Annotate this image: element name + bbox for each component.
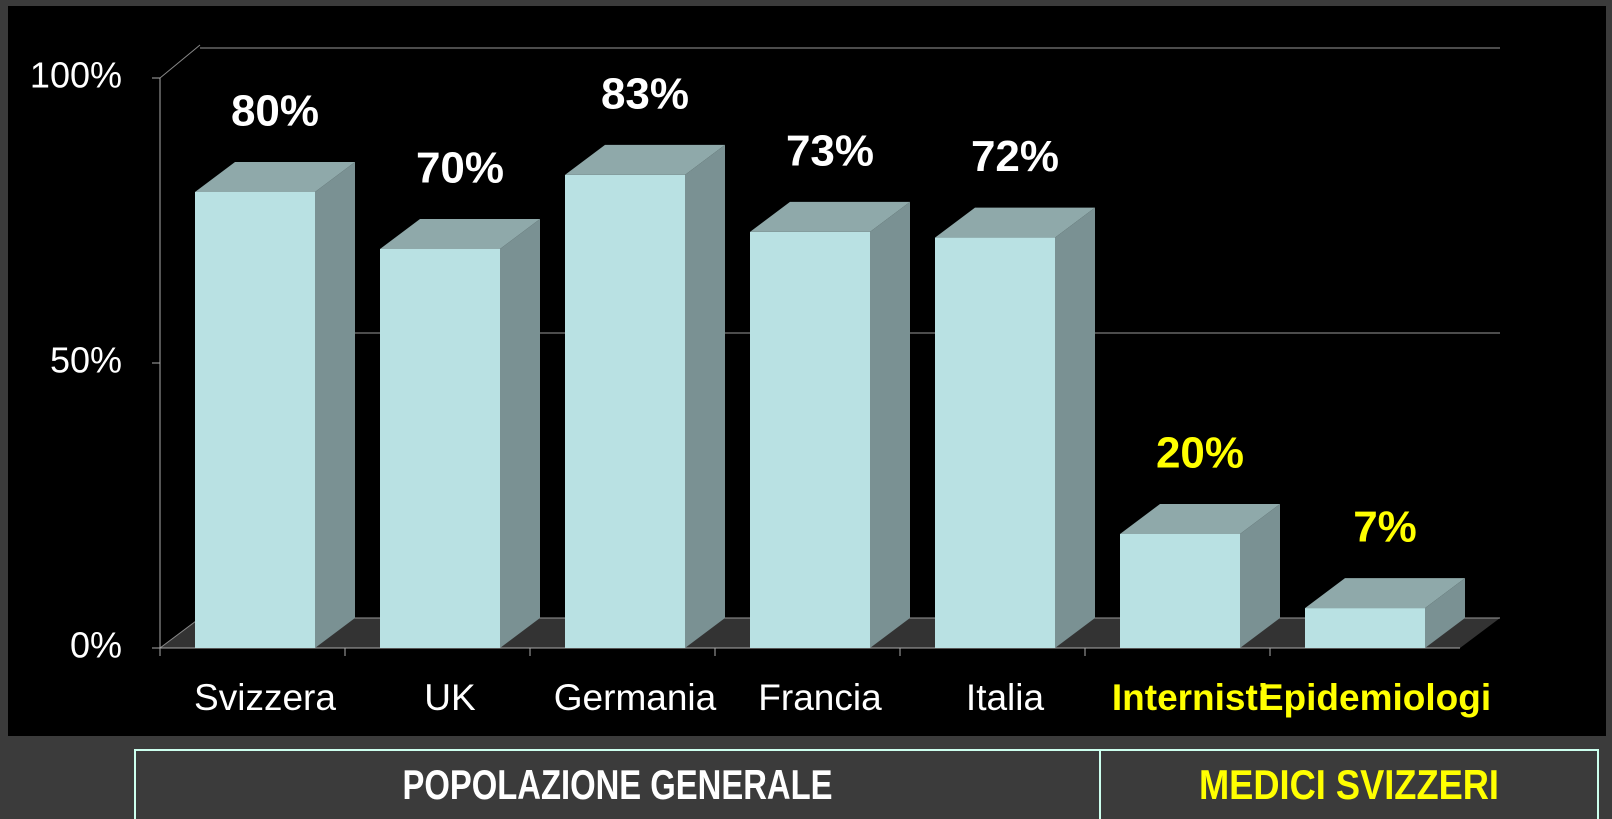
bar-side: [500, 219, 540, 648]
y-tick-label: 50%: [50, 340, 122, 381]
wall-edge: [159, 617, 201, 649]
bar: [750, 231, 870, 648]
x-tick-label: UK: [424, 677, 476, 718]
bar-side: [685, 144, 725, 648]
bar-top: [935, 207, 1095, 238]
x-tick-label: Internisti: [1112, 677, 1268, 718]
x-tick-label: Epidemiologi: [1259, 677, 1491, 718]
x-tick-label: Svizzera: [194, 677, 336, 718]
y-tick-label: 100%: [30, 55, 122, 96]
x-tick-label: Francia: [758, 677, 882, 718]
x-tick-label: Italia: [966, 677, 1045, 718]
bar: [935, 237, 1055, 648]
bar-top: [1120, 504, 1280, 534]
bar-top: [195, 162, 355, 192]
value-label: 73%: [786, 127, 874, 176]
bar-top: [750, 201, 910, 232]
bar: [195, 192, 315, 648]
value-label: 72%: [971, 132, 1059, 181]
value-label: 80%: [231, 87, 319, 136]
bar: [380, 249, 500, 648]
bar: [565, 174, 685, 648]
bar-side: [1425, 578, 1465, 648]
bar: [1120, 534, 1240, 648]
bar-top: [565, 144, 725, 175]
x-tick-label: Germania: [554, 677, 717, 718]
group-box: [1099, 749, 1599, 819]
value-label: 20%: [1156, 429, 1244, 478]
bar-side: [315, 162, 355, 648]
y-tick-label: 0%: [70, 625, 122, 666]
value-label: 7%: [1353, 503, 1417, 552]
group-label: POPOLAZIONE GENERALE: [403, 761, 833, 808]
bar-top: [1305, 578, 1465, 609]
bar-side: [1055, 207, 1095, 648]
value-label: 83%: [601, 70, 689, 119]
bar-top: [380, 219, 540, 249]
group-label: MEDICI SVIZZERI: [1199, 761, 1499, 808]
bar-side: [870, 201, 910, 648]
bar-side: [1240, 504, 1280, 648]
wall-edge: [159, 44, 201, 79]
value-label: 70%: [416, 144, 504, 193]
bar: [1305, 608, 1425, 648]
